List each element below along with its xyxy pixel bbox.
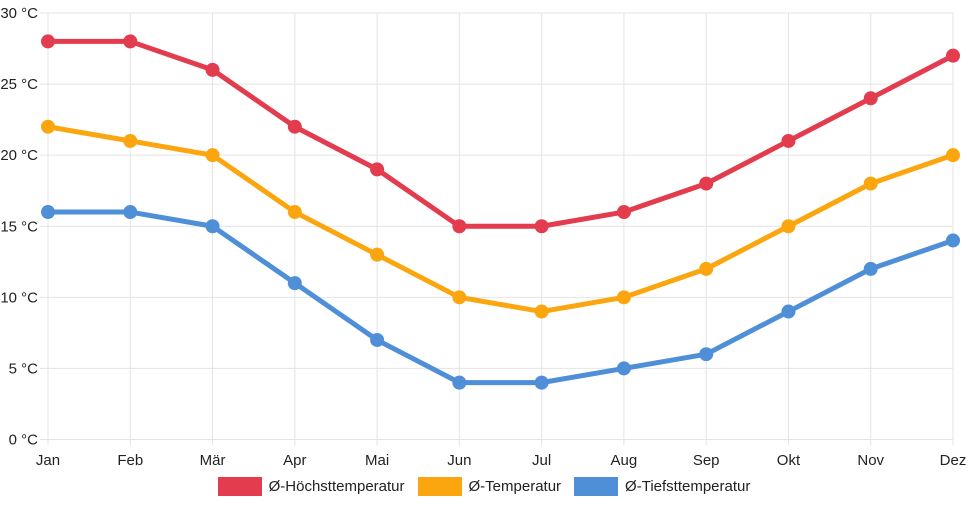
legend: Ø-Höchsttemperatur Ø-Temperatur Ø-Tiefst…: [0, 477, 968, 496]
x-tick-label: Jul: [532, 452, 551, 469]
x-tick-label: Dez: [940, 452, 967, 469]
y-tick-label: 5 °C: [9, 360, 39, 377]
data-point[interactable]: [781, 304, 796, 319]
legend-item-hoechsttemperatur[interactable]: Ø-Höchsttemperatur: [217, 477, 405, 496]
data-point[interactable]: [534, 219, 549, 234]
data-point[interactable]: [370, 247, 385, 262]
data-point[interactable]: [863, 91, 878, 106]
legend-swatch-tiefsttemperatur: [574, 477, 619, 496]
x-tick-label: Sep: [693, 452, 720, 469]
x-tick-label: Nov: [857, 452, 884, 469]
data-point[interactable]: [781, 133, 796, 148]
data-point[interactable]: [699, 347, 714, 362]
data-point[interactable]: [123, 133, 138, 148]
data-point[interactable]: [41, 119, 55, 134]
data-point[interactable]: [41, 205, 55, 220]
data-point[interactable]: [946, 148, 960, 163]
data-point[interactable]: [287, 276, 302, 291]
data-point[interactable]: [205, 62, 220, 77]
data-point[interactable]: [205, 148, 220, 163]
data-point[interactable]: [863, 176, 878, 191]
legend-item-tiefsttemperatur[interactable]: Ø-Tiefsttemperatur: [574, 477, 750, 496]
data-point[interactable]: [534, 304, 549, 319]
legend-item-temperatur[interactable]: Ø-Temperatur: [417, 477, 562, 496]
data-point[interactable]: [452, 290, 467, 305]
y-tick-label: 30 °C: [0, 5, 38, 22]
legend-swatch-hoechsttemperatur: [217, 477, 262, 496]
data-point[interactable]: [699, 176, 714, 191]
legend-label-temperatur: Ø-Temperatur: [468, 478, 562, 495]
data-point[interactable]: [452, 375, 467, 390]
x-tick-label: Okt: [777, 452, 801, 469]
data-point[interactable]: [863, 261, 878, 276]
data-point[interactable]: [123, 205, 138, 220]
x-tick-label: Jan: [36, 452, 60, 469]
series-line-1: [45, 124, 956, 315]
data-point[interactable]: [370, 162, 385, 177]
data-point[interactable]: [781, 219, 796, 234]
x-tick-label: Jun: [447, 452, 471, 469]
series-lines: [41, 34, 960, 390]
x-tick-label: Mai: [365, 452, 389, 469]
data-point[interactable]: [699, 261, 714, 276]
data-point[interactable]: [41, 34, 55, 49]
data-point[interactable]: [946, 48, 960, 63]
x-tick-label: Feb: [117, 452, 143, 469]
data-point[interactable]: [616, 290, 631, 305]
x-tick-label: Mär: [200, 452, 226, 469]
y-tick-label: 15 °C: [0, 218, 38, 235]
legend-swatch-temperatur: [417, 477, 462, 496]
data-point[interactable]: [205, 219, 220, 234]
data-point[interactable]: [370, 332, 385, 347]
data-point[interactable]: [287, 119, 302, 134]
y-tick-label: 10 °C: [0, 289, 38, 306]
series-line-2: [45, 209, 956, 386]
data-point[interactable]: [452, 219, 467, 234]
data-point[interactable]: [616, 205, 631, 220]
data-point[interactable]: [946, 233, 960, 248]
legend-label-hoechsttemperatur: Ø-Höchsttemperatur: [268, 478, 405, 495]
data-point[interactable]: [287, 205, 302, 220]
legend-label-tiefsttemperatur: Ø-Tiefsttemperatur: [625, 478, 751, 495]
data-point[interactable]: [123, 34, 138, 49]
plot-area: 0 °C 5 °C 10 °C 15 °C 20 °C 25 °C 30 °C Jan Feb M…: [0, 5, 966, 469]
series-line-0: [45, 38, 956, 229]
axis-labels: 0 °C 5 °C 10 °C 15 °C 20 °C 25 °C 30 °C Jan Feb M…: [0, 5, 966, 469]
y-tick-label: 0 °C: [9, 432, 39, 449]
x-tick-label: Apr: [283, 452, 306, 469]
y-tick-label: 20 °C: [0, 147, 38, 164]
data-point[interactable]: [616, 361, 631, 376]
data-point[interactable]: [534, 375, 549, 390]
x-tick-label: Aug: [611, 452, 638, 469]
y-tick-label: 25 °C: [0, 76, 38, 93]
